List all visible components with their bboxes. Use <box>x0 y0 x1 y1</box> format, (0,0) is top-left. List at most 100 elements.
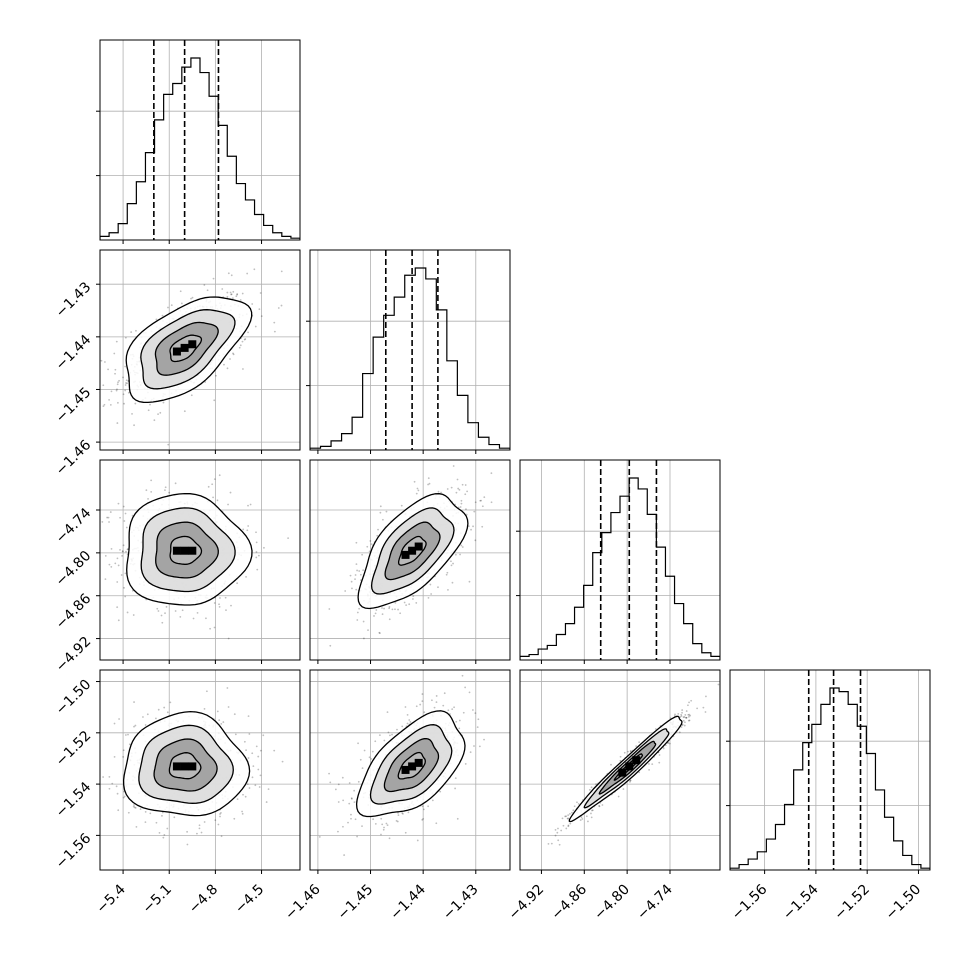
scatter-point <box>167 306 169 309</box>
scatter-point <box>356 611 359 614</box>
scatter-point <box>554 828 557 831</box>
scatter-point <box>654 728 657 730</box>
y-tick-label: −4.80 <box>53 548 95 590</box>
scatter-point <box>247 331 249 334</box>
density-content <box>328 465 493 647</box>
scatter-point <box>386 711 389 714</box>
scatter-point <box>192 617 195 620</box>
scatter-point <box>674 713 676 716</box>
scatter-point <box>351 587 353 590</box>
scatter-point <box>213 602 216 604</box>
scatter-point <box>122 393 125 396</box>
scatter-point <box>133 424 135 427</box>
scatter-point <box>97 554 99 556</box>
scatter-point <box>557 827 559 830</box>
scatter-point <box>246 272 249 275</box>
histogram-step-3 <box>730 687 930 870</box>
scatter-point <box>131 413 133 415</box>
hist-panel-2 <box>516 459 721 664</box>
scatter-point <box>157 708 160 711</box>
scatter-point <box>460 499 463 502</box>
scatter-point <box>427 805 430 808</box>
scatter-point <box>422 808 425 811</box>
scatter-point <box>370 757 373 760</box>
scatter-point <box>374 822 377 825</box>
scatter-point <box>122 796 125 799</box>
scatter-point <box>480 499 482 502</box>
scatter-point <box>684 721 686 724</box>
scatter-point <box>467 525 470 528</box>
scatter-point <box>471 709 474 711</box>
scatter-point <box>433 706 436 709</box>
density-peak-cell <box>408 762 417 771</box>
scatter-point <box>688 713 691 716</box>
density-peak-cell <box>188 762 197 771</box>
scatter-point <box>122 749 125 752</box>
scatter-point <box>134 402 137 405</box>
scatter-point <box>490 472 493 475</box>
panel-frame <box>519 669 721 871</box>
scatter-point <box>455 491 458 494</box>
scatter-point <box>139 808 142 810</box>
scatter-point <box>104 578 107 580</box>
scatter-point <box>658 754 661 756</box>
scatter-point <box>248 787 251 789</box>
scatter-point <box>113 352 116 355</box>
y-tick-label: −1.50 <box>53 677 95 719</box>
scatter-point <box>219 813 221 815</box>
scatter-point <box>198 827 201 830</box>
scatter-point <box>595 783 597 786</box>
scatter-point <box>247 715 250 718</box>
scatter-point <box>446 571 449 574</box>
scatter-point <box>83 543 85 545</box>
scatter-point <box>408 719 411 721</box>
scatter-point <box>381 607 383 609</box>
scatter-point <box>450 564 453 567</box>
scatter-point <box>343 854 346 856</box>
scatter-point <box>601 804 604 806</box>
scatter-point <box>385 510 388 513</box>
histogram-step-1 <box>310 267 510 450</box>
scatter-point <box>168 491 171 494</box>
scatter-point <box>124 336 127 339</box>
scatter-point <box>211 483 214 486</box>
scatter-point <box>337 830 339 833</box>
density-peak-cell <box>172 762 181 771</box>
scatter-point <box>378 734 381 737</box>
scatter-point <box>413 480 416 483</box>
panel-frame <box>309 459 511 661</box>
scatter-point <box>428 482 431 485</box>
scatter-point <box>348 802 351 805</box>
y-tick-label: −1.56 <box>53 830 95 872</box>
scatter-point <box>404 831 407 834</box>
scatter-point <box>260 315 263 318</box>
scatter-point <box>219 597 221 599</box>
scatter-point <box>378 632 381 635</box>
scatter-point <box>687 704 689 707</box>
scatter-point <box>244 338 247 340</box>
scatter-point <box>254 325 257 328</box>
scatter-point <box>163 706 166 709</box>
scatter-point <box>218 474 221 477</box>
histogram-step-2 <box>520 477 720 660</box>
scatter-point <box>459 506 462 508</box>
scatter-point <box>439 790 442 793</box>
scatter-point <box>160 614 163 617</box>
scatter-point <box>108 521 110 523</box>
scatter-point <box>483 496 486 499</box>
scatter-point <box>114 368 117 371</box>
scatter-point <box>460 544 463 547</box>
scatter-point <box>610 763 612 766</box>
scatter-point <box>248 733 251 735</box>
scatter-point <box>225 609 227 611</box>
scatter-point <box>416 839 419 842</box>
scatter-point <box>476 726 479 729</box>
density-panel-2-1 <box>309 459 511 664</box>
scatter-point <box>124 389 127 392</box>
scatter-point <box>567 817 570 820</box>
scatter-point <box>415 602 418 604</box>
panel-frame <box>519 459 721 661</box>
scatter-point <box>203 284 206 286</box>
x-tick-label: −1.44 <box>387 881 429 923</box>
scatter-point <box>453 706 455 709</box>
